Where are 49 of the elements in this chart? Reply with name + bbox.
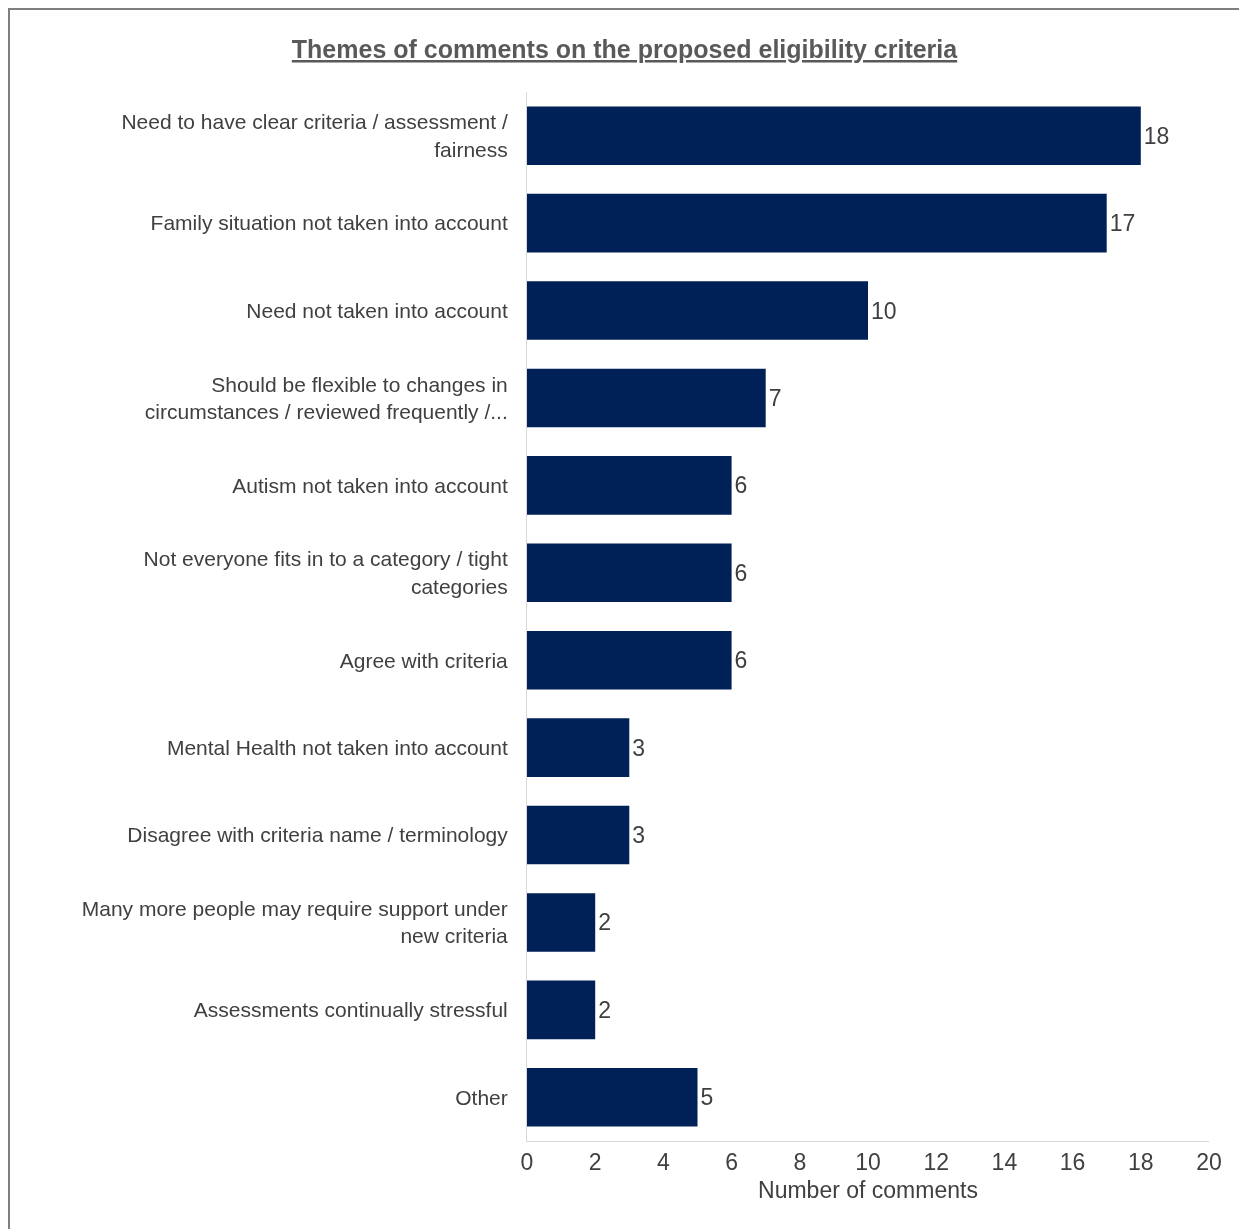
data-label: 2 — [598, 909, 611, 936]
x-tick-label: 16 — [1059, 1148, 1086, 1175]
x-tick-label: 4 — [657, 1148, 670, 1175]
bar — [527, 106, 1141, 165]
data-label: 6 — [734, 647, 748, 674]
data-label: 5 — [700, 1084, 714, 1111]
bar — [527, 368, 766, 428]
x-tick-label: 20 — [1196, 1148, 1222, 1175]
x-axis-title: Number of comments — [758, 1177, 978, 1204]
x-tick-label: 6 — [725, 1148, 738, 1175]
y-tick-label: Agree with criteria — [339, 648, 509, 672]
x-tick-label: 10 — [855, 1148, 881, 1175]
bar — [527, 980, 596, 1040]
y-tick-label: Family situation not taken into account — [150, 211, 508, 235]
data-label: 2 — [598, 996, 611, 1023]
bar — [527, 543, 732, 603]
y-tick-label: Need not taken into account — [246, 298, 508, 322]
bar — [527, 1068, 698, 1127]
y-tick-label: Assessments continually stressful — [193, 998, 508, 1022]
y-tick-label: Should be flexible to changes in circumstances / reviewed frequently /... — [144, 372, 508, 423]
data-label: 6 — [734, 472, 748, 499]
data-label: 3 — [632, 734, 646, 761]
bar — [527, 805, 630, 865]
data-label: 18 — [1143, 122, 1170, 149]
y-tick-label: Other — [455, 1085, 508, 1109]
bar — [527, 630, 732, 690]
x-tick-label: 0 — [520, 1148, 534, 1175]
bar — [527, 893, 596, 952]
x-tick-label: 8 — [793, 1148, 807, 1175]
chart-title: Themes of comments on the proposed eligibility criteria — [291, 35, 959, 64]
y-tick-label: Need to have clear criteria / assessment / fairness — [121, 110, 508, 161]
y-tick-label: Not everyone fits in to a category / tight categories — [143, 547, 508, 598]
x-tick-label: 2 — [588, 1148, 602, 1175]
data-label: 3 — [632, 822, 646, 849]
bar — [527, 718, 630, 777]
y-tick-label: Autism not taken into account — [232, 473, 508, 497]
y-tick-label: Disagree with criteria name / terminology — [127, 823, 509, 847]
x-tick-label: 12 — [923, 1148, 949, 1175]
data-label: 10 — [871, 297, 897, 324]
data-label: 6 — [734, 559, 748, 586]
bar — [527, 456, 732, 515]
bar — [527, 281, 868, 340]
bar — [527, 193, 1107, 253]
x-tick-label: 18 — [1128, 1148, 1154, 1175]
y-tick-label: Mental Health not taken into account — [166, 735, 508, 759]
y-tick-label: Many more people may require support under new criteria — [81, 897, 509, 948]
data-label: 17 — [1109, 210, 1136, 237]
x-tick-label: 14 — [991, 1148, 1018, 1175]
data-label: 7 — [768, 384, 782, 411]
